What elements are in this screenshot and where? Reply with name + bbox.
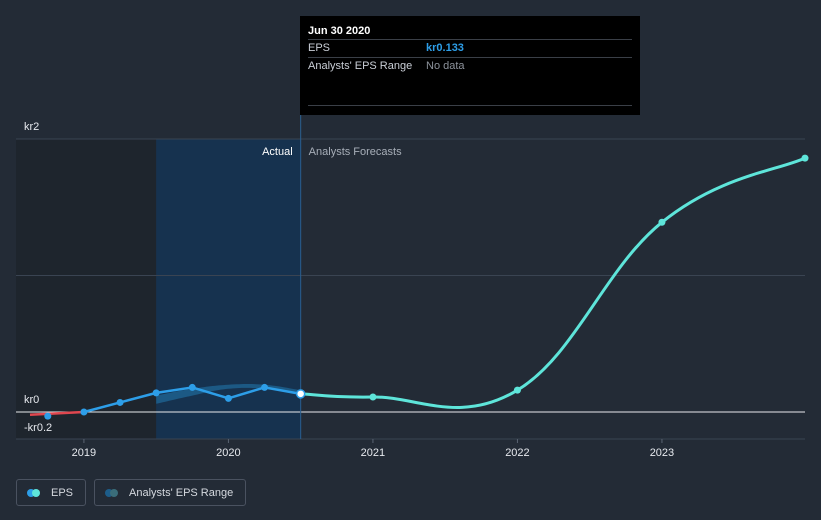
tooltip-date: Jun 30 2020 — [308, 25, 371, 37]
eps-actual-point — [295, 389, 306, 399]
tooltip-eps-value: kr0.133 — [426, 42, 464, 54]
eps-forecast-point — [513, 386, 521, 394]
x-axis-labels: 2019 2020 2021 2022 2023 — [72, 447, 675, 459]
x-tick-label: 2020 — [216, 447, 240, 459]
forecast-label: Analysts Forecasts — [309, 146, 402, 158]
legend-range-button[interactable]: Analysts' EPS Range — [94, 479, 247, 506]
data-points — [44, 154, 809, 420]
eps-actual-point — [80, 408, 88, 416]
tooltip-eps-label: EPS — [308, 42, 331, 54]
tooltip-row-eps: EPS kr0.133 — [308, 39, 632, 57]
eps-legend-icon — [27, 488, 43, 497]
tooltip-range-label: Analysts' EPS Range — [308, 60, 413, 72]
eps-actual-point — [261, 383, 269, 391]
tooltip: Jun 30 2020 EPS kr0.133 Analysts' EPS Ra… — [300, 16, 640, 115]
y-tick-label: kr2 — [24, 121, 39, 133]
past-shade — [16, 139, 157, 439]
x-tick-label: 2019 — [72, 447, 96, 459]
actual-label: Actual — [262, 146, 293, 158]
eps-forecast-point — [801, 154, 809, 162]
legend-eps-button[interactable]: EPS — [16, 479, 87, 506]
tooltip-row-range: Analysts' EPS Range No data — [308, 57, 632, 75]
eps-actual-point — [152, 389, 160, 397]
x-tick-label: 2021 — [361, 447, 385, 459]
eps-forecast-point — [658, 218, 666, 226]
eps-forecast-point — [369, 393, 377, 401]
eps-actual-point — [224, 394, 232, 402]
y-tick-label: kr0 — [24, 394, 39, 406]
legend: EPS Analysts' EPS Range — [16, 479, 247, 506]
x-tick-label: 2023 — [650, 447, 674, 459]
y-axis-labels: kr2 kr0 -kr0.2 — [24, 121, 52, 434]
legend-eps-label: EPS — [51, 486, 74, 499]
tooltip-range-value: No data — [426, 60, 465, 72]
eps-actual-point — [44, 412, 52, 420]
tooltip-divider — [308, 105, 632, 106]
y-tick-label: -kr0.2 — [24, 422, 52, 434]
eps-forecast-line — [300, 156, 806, 409]
range-legend-icon — [105, 488, 121, 497]
eps-actual-point — [188, 383, 196, 391]
x-tick-label: 2022 — [505, 447, 529, 459]
eps-negative-line — [29, 410, 84, 416]
legend-range-label: Analysts' EPS Range — [129, 486, 234, 499]
eps-actual-point — [116, 398, 124, 406]
grid-lines — [16, 138, 805, 443]
